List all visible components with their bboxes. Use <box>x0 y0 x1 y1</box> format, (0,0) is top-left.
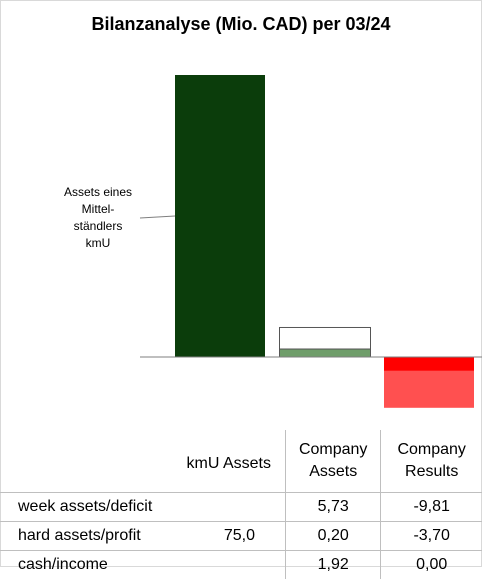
cell-company-results: 0,00 <box>381 551 482 579</box>
bar-company-assets-week <box>280 327 371 349</box>
bar-company-results-deficit <box>384 371 474 408</box>
bar-chart: Assets eines Mittel-ständlers kmU <box>0 0 482 430</box>
table-row: cash/income 1,92 0,00 <box>0 551 482 579</box>
annotation-leader-line <box>140 216 175 218</box>
cell-kmu: 75,0 <box>170 522 285 551</box>
annotation-line: kmU <box>86 236 111 250</box>
row-label: hard assets/profit <box>0 522 170 551</box>
cell-company-assets: 0,20 <box>286 522 381 551</box>
table-header-corner <box>0 430 170 493</box>
row-label: week assets/deficit <box>0 493 170 522</box>
bars-group <box>175 75 474 408</box>
annotation-line: Mittel- <box>82 202 115 216</box>
cell-company-assets: 1,92 <box>286 551 381 579</box>
row-label: cash/income <box>0 551 170 579</box>
cell-company-results: -9,81 <box>381 493 482 522</box>
table-header-kmu: kmU Assets <box>170 430 285 493</box>
cell-kmu <box>170 551 285 579</box>
annotation-line: Assets eines <box>64 185 132 199</box>
annotation-line: ständlers <box>74 219 123 233</box>
cell-company-results: -3,70 <box>381 522 482 551</box>
table-row: hard assets/profit 75,0 0,20 -3,70 <box>0 522 482 551</box>
cell-kmu <box>170 493 285 522</box>
bar-kmu-assets <box>175 75 265 357</box>
bar-company-assets-hard-cash <box>280 349 371 357</box>
bar-company-results-profit <box>384 357 474 371</box>
cell-company-assets: 5,73 <box>286 493 381 522</box>
table-row: week assets/deficit 5,73 -9,81 <box>0 493 482 522</box>
chart-annotation: Assets eines Mittel-ständlers kmU <box>64 185 132 250</box>
